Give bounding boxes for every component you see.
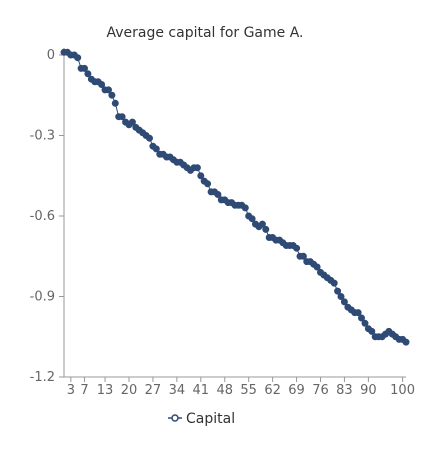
y-tick-label: 0 xyxy=(47,48,55,63)
data-point[interactable] xyxy=(299,252,307,260)
data-point[interactable] xyxy=(354,309,362,317)
x-tick-label: 41 xyxy=(193,383,210,398)
data-point[interactable] xyxy=(334,287,342,295)
x-tick-label: 90 xyxy=(360,383,377,398)
data-point[interactable] xyxy=(193,164,201,172)
data-point[interactable] xyxy=(258,220,266,228)
x-tick-label: 27 xyxy=(145,383,162,398)
data-point[interactable] xyxy=(313,263,321,271)
plot-area xyxy=(60,48,410,346)
x-tick-label: 62 xyxy=(264,383,281,398)
x-tick-label: 69 xyxy=(288,383,305,398)
x-tick-label: 83 xyxy=(336,383,353,398)
data-point[interactable] xyxy=(84,70,92,78)
data-point[interactable] xyxy=(248,215,256,223)
data-point[interactable] xyxy=(108,91,116,99)
data-point[interactable] xyxy=(105,86,112,94)
data-point[interactable] xyxy=(340,298,348,306)
data-point[interactable] xyxy=(81,64,88,72)
chart-title: Average capital for Game A. xyxy=(106,25,303,41)
axes: 0 -0.3 -0.6 -0.9 -1.2 3 7 13 20 27 34 41 48 55 62 69 76 8… xyxy=(30,48,415,398)
legend[interactable]: Capital xyxy=(168,411,235,427)
data-point[interactable] xyxy=(204,180,212,188)
data-point[interactable] xyxy=(214,191,222,198)
legend-label-capital[interactable]: Capital xyxy=(186,411,235,427)
data-point[interactable] xyxy=(402,338,410,346)
x-tick-label: 13 xyxy=(97,383,114,398)
y-tick-label: -0.9 xyxy=(30,290,55,305)
data-point[interactable] xyxy=(361,319,369,327)
data-point[interactable] xyxy=(262,225,270,233)
data-point[interactable] xyxy=(368,327,376,335)
x-tick-label: 100 xyxy=(390,383,415,398)
data-point[interactable] xyxy=(146,134,153,142)
x-tick-label: 48 xyxy=(216,383,233,398)
data-point[interactable] xyxy=(128,118,136,126)
data-point[interactable] xyxy=(330,279,338,287)
x-tick-label: 3 xyxy=(67,383,75,398)
data-point[interactable] xyxy=(98,81,106,88)
data-point[interactable] xyxy=(293,244,301,252)
y-tick-label: -0.6 xyxy=(30,209,55,224)
x-tick-label: 55 xyxy=(240,383,257,398)
data-point[interactable] xyxy=(74,54,82,62)
x-tick-label: 76 xyxy=(312,383,329,398)
x-tick-label: 20 xyxy=(121,383,138,398)
legend-marker-capital xyxy=(171,414,179,422)
data-point[interactable] xyxy=(197,172,205,180)
x-tick-label: 7 xyxy=(80,383,88,398)
x-tick-label: 34 xyxy=(169,383,186,398)
data-point[interactable] xyxy=(337,293,345,300)
data-point[interactable] xyxy=(152,145,160,153)
data-point[interactable] xyxy=(118,113,126,121)
data-point[interactable] xyxy=(111,99,119,107)
data-point[interactable] xyxy=(241,204,249,212)
y-tick-label: -0.3 xyxy=(30,129,55,144)
y-tick-label: -1.2 xyxy=(30,370,55,385)
data-point[interactable] xyxy=(358,314,365,322)
